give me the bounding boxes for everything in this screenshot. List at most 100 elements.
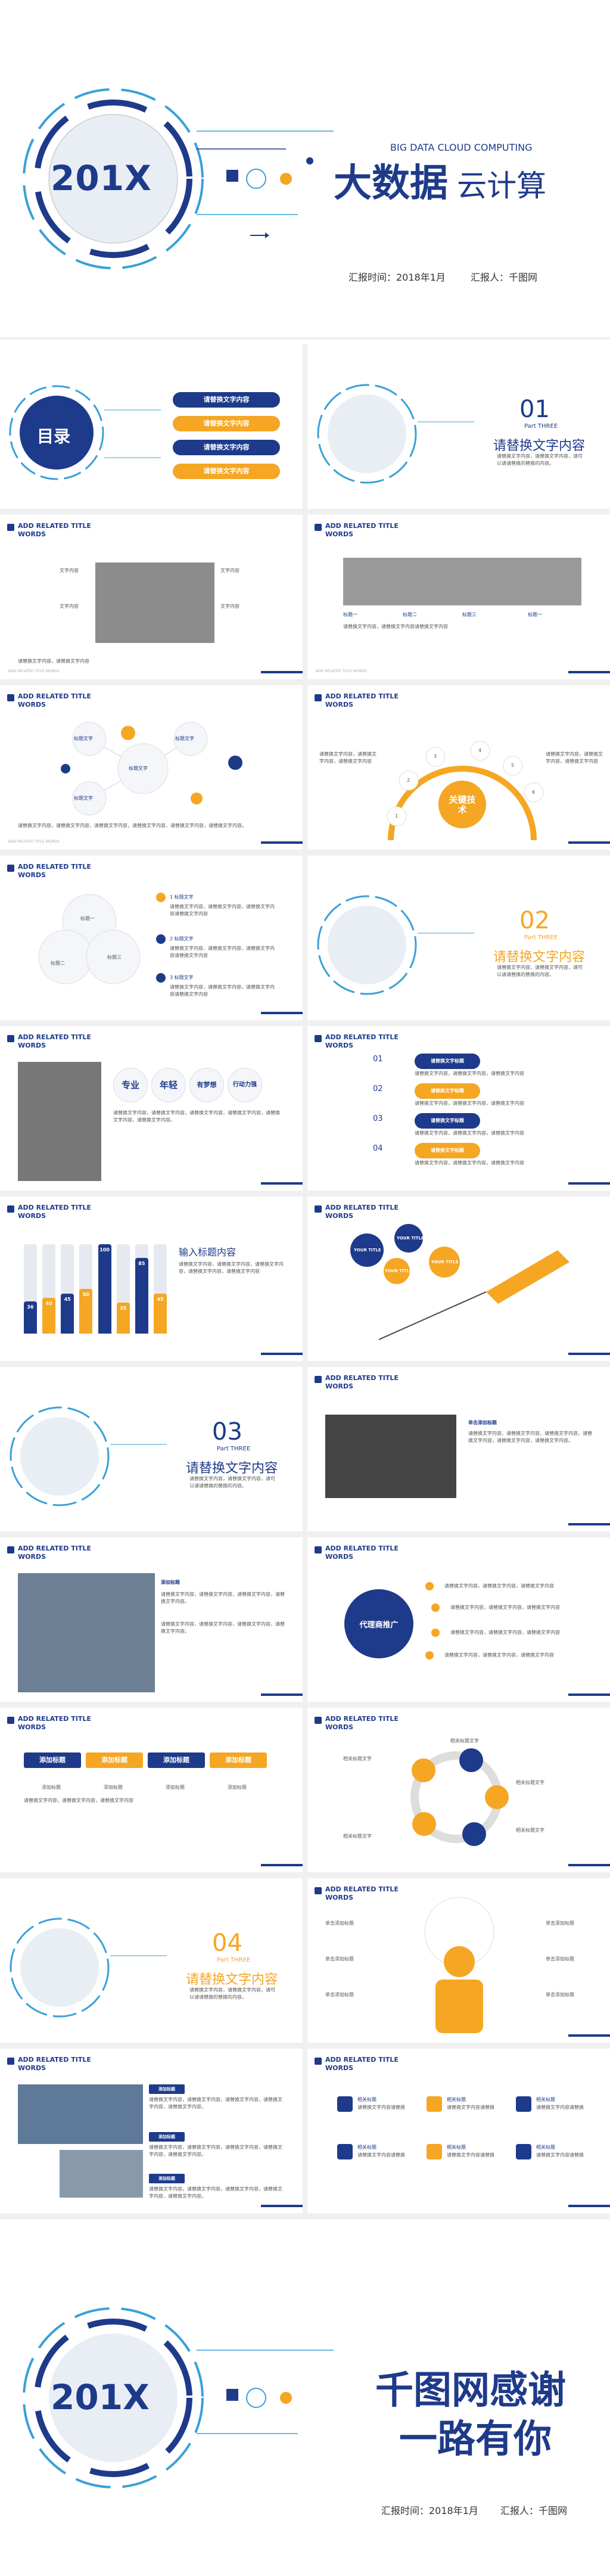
arrow-1: 添加标题 xyxy=(24,1752,81,1768)
stairs-photo xyxy=(18,1573,155,1692)
icon-label-4: 相关标题 xyxy=(357,2145,376,2150)
section-3-graphic xyxy=(10,1406,167,1506)
bars-title: 输入标题内容 xyxy=(179,1247,236,1258)
keytech-num-6: 6 xyxy=(532,790,536,795)
step-body-2: 请替换文字内容，请替换文字内容，请替换文字内容 xyxy=(415,1101,524,1106)
agent-body-4: 请替换文字内容，请替换文字内容，请替换文字内容 xyxy=(444,1652,554,1658)
tag-1: 专业 xyxy=(113,1068,148,1102)
circle-label-2: 标题二 xyxy=(51,961,65,966)
circle-label-1: 标题一 xyxy=(80,916,95,921)
step-num-2: 02 xyxy=(373,1085,383,1093)
arrow-label-4: 添加标题 xyxy=(228,1785,247,1790)
section-3-title: 请替换文字内容 xyxy=(186,1461,278,1476)
arrow-label-2: 添加标题 xyxy=(104,1785,123,1790)
document-icon xyxy=(427,2144,442,2159)
icon-label-6: 相关标题 xyxy=(536,2145,555,2150)
slide-header: ADD RELATED TITLE WORDS xyxy=(7,2056,107,2072)
list-body-3: 请替换文字内容，请替换文字内容，请替换文字内容请替换文字内容 xyxy=(170,984,275,997)
hands-body: 请替换文字内容，请替换文字内容，请替换文字内容，请替换文字内容，请替换文字内容，… xyxy=(468,1431,592,1443)
bubble-3: 标题文字 xyxy=(74,796,93,801)
section-1-number: 01 xyxy=(519,396,550,423)
trophy-icon xyxy=(337,2144,353,2159)
icon-label-3: 相关标题 xyxy=(536,2097,555,2102)
section-1-graphic xyxy=(317,384,474,484)
header-title: ADD RELATED TITLE WORDS xyxy=(18,1545,91,1561)
end-reporter: 汇报人：千图网 xyxy=(500,2505,568,2516)
footer-line xyxy=(568,1182,610,1185)
bar-label: 45 xyxy=(64,1296,71,1302)
icon-body-3: 请替换文字内容请替换 xyxy=(536,2105,584,2110)
cover-slide: 201X BIG DATA CLOUD COMPUTING 大数据 云计算 汇报… xyxy=(0,0,610,340)
office-photo-2 xyxy=(60,2150,143,2198)
step-body-3: 请替换文字内容，请替换文字内容，请替换文字内容 xyxy=(415,1130,524,1136)
bar-label: 36 xyxy=(27,1304,34,1310)
section-2-part: Part THREE xyxy=(524,934,558,941)
header-icon xyxy=(7,694,14,701)
video-icon xyxy=(427,2096,442,2112)
person-label-1: 单击添加标题 xyxy=(325,1921,354,1926)
section-4-desc: 请替换文字内容，请替换文字内容，请可以请请替换的替换的内容。 xyxy=(189,1987,275,2000)
section-3-desc: 请替换文字内容，请替换文字内容，请可以请请替换的替换的内容。 xyxy=(189,1476,275,1489)
toc-item-2[interactable]: 请替换文字内容 xyxy=(173,416,280,431)
slide-header: ADD RELATED TITLE WORDS xyxy=(315,522,415,539)
bubble-center: 标题文字 xyxy=(129,766,148,771)
footer-line xyxy=(568,841,610,844)
pen-label-1: YOUR TITLE xyxy=(354,1248,381,1253)
bar-label: 40 xyxy=(45,1301,52,1306)
agent-graphic xyxy=(344,1582,440,1660)
bar-label: 35 xyxy=(120,1305,127,1311)
slide-header: ADD RELATED TITLE WORDS xyxy=(315,1204,415,1220)
section-4-graphic xyxy=(10,1918,167,2018)
slide-header: ADD RELATED TITLE WORDS xyxy=(7,1545,107,1561)
pen-label-3: YOUR TITLE xyxy=(385,1269,412,1273)
arrow-2: 添加标题 xyxy=(86,1752,143,1768)
bar-value xyxy=(116,1302,130,1334)
slide-header: ADD RELATED TITLE WORDS xyxy=(7,522,107,539)
header-icon xyxy=(315,694,322,701)
toc-item-3[interactable]: 请替换文字内容 xyxy=(173,440,280,455)
office-body-2: 请替换文字内容，请替换文字内容，请替换文字内容，请替换文字内容，请替换文字内容。 xyxy=(149,2145,282,2157)
header-title: ADD RELATED TITLE WORDS xyxy=(325,1374,399,1390)
office-body-3: 请替换文字内容，请替换文字内容，请替换文字内容，请替换文字内容，请替换文字内容。 xyxy=(149,2186,282,2199)
header-icon xyxy=(315,2058,322,2065)
toc-circle-graphic xyxy=(9,385,161,480)
agent-slide: ADD RELATED TITLE WORDS 代理商推广 请替换文字内容，请替… xyxy=(307,1537,610,1702)
bubbles-graphic xyxy=(61,722,242,816)
end-thanks-2: 一路有你 xyxy=(399,2417,552,2462)
end-slide: 201X 千图网感谢 一路有你 汇报时间：2018年1月 汇报人：千图网 xyxy=(0,2219,610,2576)
list-item-2: 2 标题文字 xyxy=(170,936,194,941)
cover-title-sub: 云计算 xyxy=(457,169,547,203)
arrows-slide: ADD RELATED TITLE WORDS 添加标题 添加标题 添加标题 添… xyxy=(0,1708,303,1872)
section-4-part: Part THREE xyxy=(217,1957,251,1963)
header-icon xyxy=(315,1546,322,1553)
office-tag-3: 添加标题 xyxy=(149,2174,185,2183)
slide-header: ADD RELATED TITLE WORDS xyxy=(315,1374,415,1391)
person-label-6: 单击添加标题 xyxy=(546,1992,574,1997)
businessman-photo xyxy=(18,1062,101,1181)
header-title: ADD RELATED TITLE WORDS xyxy=(325,692,399,709)
three-circles-graphic xyxy=(38,893,166,984)
cover-subtitle-en: BIG DATA CLOUD COMPUTING xyxy=(390,142,533,153)
slide-header: ADD RELATED TITLE WORDS xyxy=(7,692,107,709)
text-label-2: 文字内容 xyxy=(60,604,79,609)
section-3-slide: 03 Part THREE 请替换文字内容 请替换文字内容，请替换文字内容，请可… xyxy=(0,1367,303,1531)
section-4-title: 请替换文字内容 xyxy=(186,1972,278,1987)
pen-graphic xyxy=(350,1224,569,1340)
four-items-body: 请替换文字内容，请替换文字内容请替换文字内容 xyxy=(343,624,448,629)
step-num-1: 01 xyxy=(373,1055,383,1064)
bubble-2: 标题文字 xyxy=(175,736,194,741)
cover-title: 大数据 云计算 xyxy=(334,153,546,207)
icon-label-2: 相关标题 xyxy=(447,2097,466,2102)
cover-title-main: 大数据 xyxy=(334,161,448,206)
lightbulb-icon xyxy=(516,2096,531,2112)
toc-item-1[interactable]: 请替换文字内容 xyxy=(173,392,280,408)
toc-list: 请替换文字内容 请替换文字内容 请替换文字内容 请替换文字内容 xyxy=(173,392,280,479)
header-icon xyxy=(7,865,14,872)
bars-body: 请替换文字内容，请替换文字内容，请替换文字内容，请替换文字内容，请替换文字内容 xyxy=(179,1261,284,1274)
stairs-body-1: 请替换文字内容，请替换文字内容，请替换文字内容，请替换文字内容。 xyxy=(161,1592,285,1604)
cycle-graphic xyxy=(410,1748,509,1846)
toc-item-4[interactable]: 请替换文字内容 xyxy=(173,464,280,479)
header-title: ADD RELATED TITLE WORDS xyxy=(325,2056,399,2072)
slide-header: ADD RELATED TITLE WORDS xyxy=(7,1033,107,1050)
header-title: ADD RELATED TITLE WORDS xyxy=(325,522,399,538)
